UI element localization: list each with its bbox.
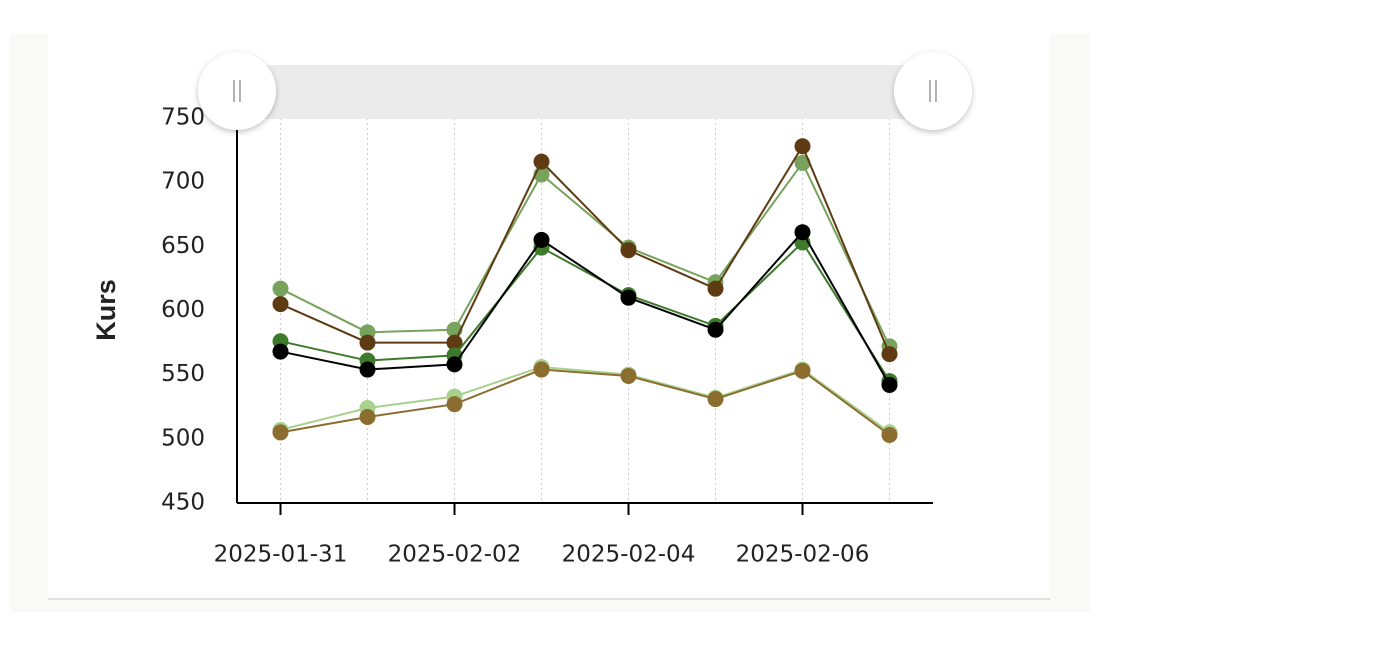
data-point	[272, 280, 289, 297]
data-point	[707, 280, 724, 297]
data-point	[533, 153, 550, 170]
data-point	[446, 396, 463, 413]
zoom-range[interactable]	[237, 65, 933, 119]
data-point	[794, 224, 811, 241]
data-point	[272, 296, 289, 313]
data-point	[272, 343, 289, 360]
data-point	[533, 231, 550, 248]
handle[interactable]	[894, 52, 972, 130]
x-tick-label: 2025-02-02	[388, 542, 522, 568]
data-point	[707, 391, 724, 408]
data-point	[881, 346, 898, 363]
data-point	[359, 334, 376, 351]
handle[interactable]	[198, 52, 276, 130]
chart-panel	[48, 33, 1050, 600]
series-line	[280, 368, 891, 436]
series-line	[280, 240, 891, 382]
data-point	[794, 154, 811, 171]
data-point	[881, 376, 898, 393]
y-tick-label: 650	[161, 233, 205, 259]
series-line	[280, 144, 891, 355]
data-point	[620, 242, 637, 259]
data-point	[359, 361, 376, 378]
series-line	[280, 230, 891, 386]
data-point	[533, 361, 550, 378]
data-point	[272, 424, 289, 441]
data-point	[620, 289, 637, 306]
grid	[280, 118, 890, 503]
y-tick-label: 600	[161, 297, 205, 323]
zoom-handle-left[interactable]	[198, 52, 276, 130]
data-point	[794, 362, 811, 379]
x-tick-label: 2025-02-04	[562, 542, 696, 568]
y-axis-label: Kurs	[91, 279, 121, 341]
y-tick-label: 750	[161, 105, 205, 131]
series-line	[280, 365, 891, 434]
data-point	[794, 138, 811, 155]
data-point	[620, 367, 637, 384]
plot	[272, 138, 898, 443]
data-point	[359, 409, 376, 426]
x-tick-label: 2025-01-31	[214, 542, 348, 568]
data-point	[446, 334, 463, 351]
y-tick-label: 700	[161, 169, 205, 195]
x-tick-label: 2025-02-06	[736, 542, 870, 568]
data-point	[881, 426, 898, 443]
y-tick-label: 550	[161, 361, 205, 387]
data-point	[446, 356, 463, 373]
data-point	[707, 321, 724, 338]
y-tick-label: 450	[161, 490, 205, 516]
y-tick-label: 500	[161, 425, 205, 451]
series-line	[280, 160, 891, 347]
zoom-handle-right[interactable]	[894, 52, 972, 130]
